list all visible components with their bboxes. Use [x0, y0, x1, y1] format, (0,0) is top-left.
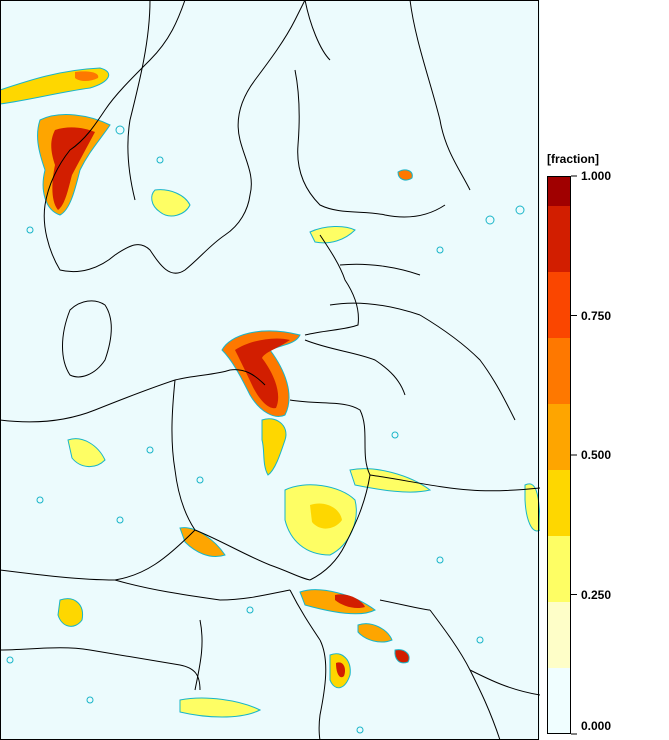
border-poland-belarus: [289, 399, 371, 476]
contour-speck: [196, 476, 204, 484]
color-bar-segment: [547, 602, 571, 668]
border-germany-west: [0, 379, 176, 423]
field-carpathian-core: [335, 594, 365, 609]
map-panel[interactable]: [0, 0, 540, 740]
contour-speck: [515, 205, 525, 215]
contour-speck: [6, 656, 14, 664]
color-bar-segment: [547, 536, 571, 602]
coastline-scandinavia: [43, 0, 306, 274]
contour-speck: [86, 696, 94, 704]
border-germany-south: [0, 529, 196, 581]
field-romania-core: [336, 662, 346, 678]
color-bar-segment: [547, 272, 571, 338]
fraction-field: [0, 67, 540, 718]
contour-speck: [436, 246, 444, 254]
color-bar-frame: [547, 176, 571, 734]
field-sweden-south: [151, 189, 191, 217]
field-austria: [57, 598, 84, 627]
legend-tick-label: 0.500: [581, 448, 612, 462]
color-bar-segment: [547, 338, 571, 404]
border-sweden-finland: [304, 0, 331, 61]
contour-speck: [156, 156, 164, 164]
field-vistula: [261, 418, 287, 476]
contour-speck: [391, 431, 399, 439]
color-bar-segment: [547, 404, 571, 470]
border-romania-ukraine: [379, 599, 431, 611]
border-ukraine-moldova: [429, 609, 501, 740]
field-baltic-plume-core: [235, 338, 290, 409]
field-norway-north-core: [75, 71, 99, 81]
border-estonia-latvia: [339, 263, 421, 276]
legend-tick-label: 0.250: [581, 587, 612, 602]
legend-title: [fraction]: [547, 152, 599, 166]
contour-speck: [26, 226, 34, 234]
coastline-finland: [294, 69, 446, 218]
border-austria-hungary: [194, 619, 203, 691]
color-bar-segment: [547, 206, 571, 272]
border-norway-sweden: [127, 0, 151, 201]
coastline-black-sea: [469, 669, 540, 696]
color-bar-segment: [547, 470, 571, 536]
color-bar-segment: [547, 668, 571, 734]
contour-speck: [116, 516, 124, 524]
contour-speck: [436, 556, 444, 564]
contour-speck: [246, 606, 254, 614]
contour-speck: [36, 496, 44, 504]
field-finland-gulf: [309, 226, 356, 244]
field-east-edge: [524, 483, 540, 532]
border-poland-germany: [171, 379, 196, 531]
border-belarus-ukraine: [369, 474, 540, 492]
field-norway-core: [51, 127, 95, 210]
contour-speck: [146, 446, 154, 454]
border-southwest: [0, 647, 201, 691]
border-poland-czech: [194, 529, 311, 581]
field-poland-south-core: [310, 503, 342, 529]
border-belarus-russia: [419, 314, 516, 421]
border-hungary-romania: [318, 639, 327, 740]
map-canvas: [0, 0, 540, 740]
border-lithuania-belarus: [304, 339, 406, 396]
legend-tick-label: 0.000: [581, 719, 612, 733]
contour-speck: [356, 726, 364, 734]
field-danube: [357, 623, 393, 643]
legend-tick-label: 1.000: [581, 169, 612, 183]
field-belarus-band: [349, 468, 432, 493]
border-hungary-slovakia: [289, 589, 321, 641]
border-finland-russia: [409, 0, 471, 191]
legend-tick-label: 0.750: [581, 308, 612, 323]
border-poland-ukraine: [309, 474, 371, 581]
coastline-denmark: [62, 300, 112, 378]
contour-speck: [115, 125, 125, 135]
border-czech-austria: [114, 579, 291, 601]
field-czech: [179, 527, 226, 557]
field-danube-east: [394, 649, 410, 664]
color-bar-segment: [547, 176, 571, 206]
color-bar: [547, 175, 577, 735]
coastline-poland: [174, 369, 266, 386]
coastline-baltic-states: [304, 234, 359, 336]
field-south-band: [179, 697, 262, 718]
country-borders: [0, 0, 540, 740]
low-value-contours: [6, 125, 525, 734]
legend-panel: [fraction] 1.000 0.750 0.500 0.250 0.000: [540, 0, 669, 740]
field-germany-west: [67, 438, 106, 467]
contour-speck: [476, 636, 484, 644]
contour-speck: [485, 215, 495, 225]
border-latvia-lithuania: [329, 302, 421, 316]
field-finland-lake: [397, 169, 413, 181]
